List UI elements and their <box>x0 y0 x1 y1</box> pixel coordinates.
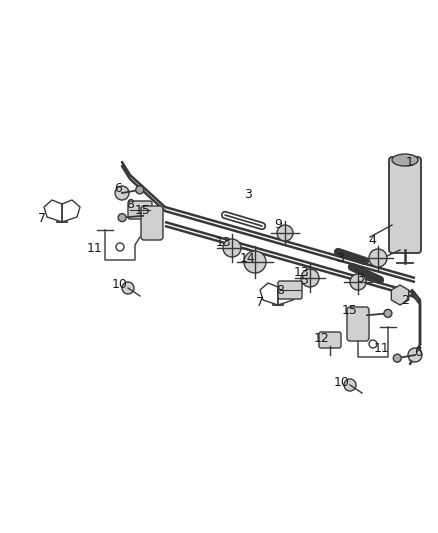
FancyBboxPatch shape <box>389 157 421 253</box>
Text: 3: 3 <box>244 189 252 201</box>
Text: 7: 7 <box>38 212 46 224</box>
Circle shape <box>244 251 266 273</box>
Circle shape <box>116 243 124 251</box>
Circle shape <box>122 282 134 294</box>
FancyBboxPatch shape <box>278 281 302 299</box>
Text: 9: 9 <box>274 219 282 231</box>
Text: 15: 15 <box>135 204 151 216</box>
Text: 8: 8 <box>276 284 284 296</box>
Circle shape <box>277 225 293 241</box>
Circle shape <box>301 269 319 287</box>
FancyBboxPatch shape <box>141 206 163 240</box>
Text: 13: 13 <box>294 265 310 279</box>
Text: 6: 6 <box>414 345 422 359</box>
Text: 3: 3 <box>336 252 344 264</box>
Circle shape <box>350 274 366 290</box>
Text: 7: 7 <box>256 296 264 310</box>
Text: 12: 12 <box>314 332 330 344</box>
Text: 2: 2 <box>401 294 409 306</box>
Text: 4: 4 <box>368 233 376 246</box>
Text: 5: 5 <box>301 273 309 287</box>
Text: 1: 1 <box>406 157 414 169</box>
Circle shape <box>223 239 241 257</box>
Circle shape <box>408 348 422 362</box>
Circle shape <box>393 354 401 362</box>
Text: 11: 11 <box>87 241 103 254</box>
Text: 8: 8 <box>126 198 134 212</box>
Circle shape <box>136 186 144 194</box>
Circle shape <box>344 379 356 391</box>
Text: 11: 11 <box>374 342 390 354</box>
Text: 15: 15 <box>342 303 358 317</box>
Text: 13: 13 <box>216 236 232 248</box>
Circle shape <box>115 186 129 200</box>
FancyBboxPatch shape <box>347 307 369 341</box>
FancyBboxPatch shape <box>319 332 341 348</box>
Text: 6: 6 <box>114 182 122 195</box>
Circle shape <box>369 340 377 348</box>
Circle shape <box>384 309 392 317</box>
Text: 10: 10 <box>112 279 128 292</box>
Circle shape <box>118 214 126 222</box>
Circle shape <box>369 249 387 267</box>
Text: 14: 14 <box>240 252 256 264</box>
Text: 3: 3 <box>356 271 364 285</box>
FancyBboxPatch shape <box>128 201 152 219</box>
Text: 10: 10 <box>334 376 350 389</box>
Ellipse shape <box>392 154 418 166</box>
